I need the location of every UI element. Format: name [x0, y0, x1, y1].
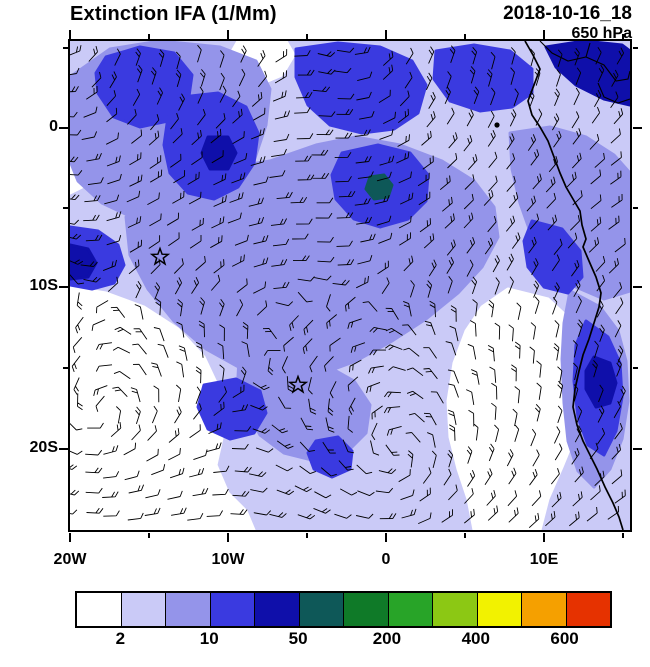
colorbar-tick-label: 50 — [288, 629, 308, 648]
axis-tick — [69, 533, 71, 542]
axis-tick — [59, 448, 68, 450]
country-border — [597, 82, 630, 104]
contour-region — [294, 41, 428, 135]
coastline — [524, 41, 624, 530]
axis-tick — [543, 30, 545, 39]
axis-tick — [227, 533, 229, 542]
axis-tick — [633, 448, 642, 450]
colorbar-tick-label: 10 — [199, 629, 219, 648]
colorbar-cell — [476, 593, 521, 626]
colorbar-cell — [120, 593, 165, 626]
lat-tick-label: 10S — [29, 277, 58, 294]
colorbar-cell — [343, 593, 388, 626]
axis-tick — [464, 533, 466, 538]
axis-tick — [622, 533, 624, 538]
axis-tick — [385, 533, 387, 542]
axis-tick — [633, 207, 638, 209]
axis-tick — [306, 533, 308, 538]
colorbar-cell — [387, 593, 432, 626]
axis-tick — [633, 286, 642, 288]
colorbar-cell — [432, 593, 477, 626]
axis-tick — [69, 30, 71, 39]
axis-tick — [464, 34, 466, 39]
colorbar-cell — [77, 593, 121, 626]
axis-tick — [148, 34, 150, 39]
axis-tick — [633, 127, 642, 129]
colorbar-cell — [565, 593, 610, 626]
colorbar-cell — [521, 593, 566, 626]
axis-tick — [543, 533, 545, 542]
contour-region — [306, 435, 354, 479]
star-marker-icon — [287, 374, 309, 394]
axis-tick — [306, 34, 308, 39]
axis-tick — [227, 30, 229, 39]
axis-tick — [622, 34, 624, 39]
axis-tick — [63, 207, 68, 209]
axis-tick — [385, 30, 387, 39]
axis-tick — [63, 47, 68, 49]
lat-tick-label: 0 — [49, 118, 58, 135]
colorbar-cell — [165, 593, 210, 626]
wind-barbs — [70, 44, 626, 529]
lon-tick-label: 10W — [211, 551, 245, 568]
country-border — [539, 41, 630, 82]
contour-region — [364, 173, 394, 201]
contour-region — [196, 377, 268, 441]
axis-tick — [633, 367, 638, 369]
axis-tick — [63, 367, 68, 369]
lon-tick-label: 0 — [381, 551, 391, 568]
colorbar-cell — [209, 593, 254, 626]
island-dot-icon — [494, 122, 500, 128]
contour-region — [432, 43, 534, 113]
contour-region — [544, 41, 630, 107]
contour-region — [70, 243, 98, 281]
star-marker-icon — [149, 246, 171, 266]
axis-tick — [633, 47, 638, 49]
plot-datetime: 2018-10-16_18 — [503, 3, 632, 24]
plot-title: Extinction IFA (1/Mm) — [70, 3, 277, 25]
lon-tick-label: 20W — [53, 551, 87, 568]
axis-tick — [59, 127, 68, 129]
colorbar-tick-label: 400 — [461, 629, 490, 648]
lon-tick-label: 10E — [529, 551, 559, 568]
map-plot-area — [68, 39, 632, 532]
country-border — [585, 42, 591, 58]
axis-tick — [59, 286, 68, 288]
colorbar — [75, 591, 612, 628]
axis-tick — [148, 533, 150, 538]
colorbar-tick-label: 2 — [115, 629, 126, 648]
colorbar-tick-label: 200 — [372, 629, 402, 648]
plot-pressure-level: 650 hPa — [571, 25, 632, 42]
map-canvas — [70, 41, 630, 530]
contour-region — [522, 219, 584, 295]
lat-tick-label: 20S — [29, 439, 58, 456]
colorbar-cell — [254, 593, 299, 626]
colorbar-tick-label: 600 — [550, 629, 579, 648]
contour-region — [584, 355, 618, 409]
colorbar-cell — [298, 593, 343, 626]
